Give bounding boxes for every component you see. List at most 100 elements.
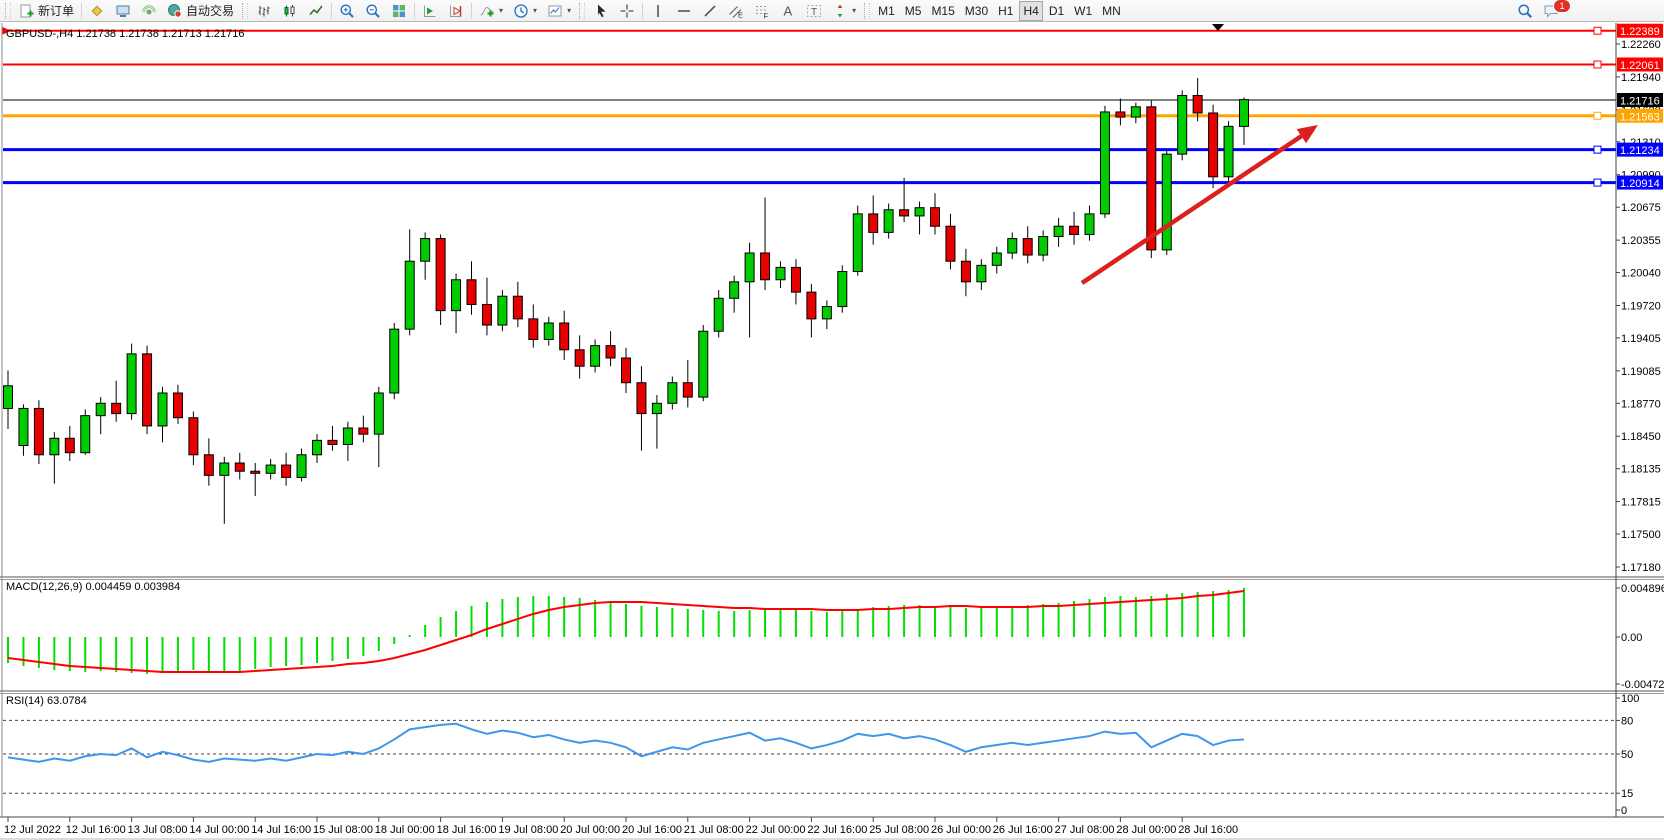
price-tick-label: 1.19085 — [1621, 366, 1661, 378]
price-tick-label: 1.20040 — [1621, 268, 1661, 280]
candle-bullish — [1053, 225, 1064, 238]
time-label: 28 Jul 00:00 — [1116, 824, 1176, 836]
time-label: 21 Jul 08:00 — [684, 824, 744, 836]
templates-button[interactable]: ▾ — [543, 1, 575, 21]
new-order-icon — [20, 4, 34, 17]
time-label: 12 Jul 2022 — [4, 824, 61, 836]
horizontal-lines-layer[interactable] — [2, 26, 1616, 187]
bar-chart-button[interactable] — [252, 1, 276, 21]
fibonacci-button[interactable]: F — [750, 1, 774, 21]
new-order-button[interactable]: 新订单 — [15, 1, 78, 21]
data-window-icon — [116, 5, 130, 17]
time-label: 19 Jul 08:00 — [498, 824, 558, 836]
tile-windows-button[interactable] — [387, 1, 411, 21]
time-label: 25 Jul 08:00 — [869, 824, 929, 836]
trendline-button[interactable] — [698, 1, 722, 21]
zoom-out-button[interactable] — [361, 1, 385, 21]
trend-arrow-head[interactable] — [1296, 125, 1318, 144]
timeframe-d1-button[interactable]: D1 — [1045, 1, 1068, 21]
price-badge-label: 1.21234 — [1620, 145, 1660, 157]
horizontal-line-button[interactable] — [672, 1, 696, 21]
hline-handle[interactable] — [1593, 111, 1602, 120]
auto-scroll-icon — [424, 5, 436, 17]
pane-borders — [0, 23, 1664, 840]
candle-bullish — [852, 213, 863, 273]
time-label: 18 Jul 00:00 — [375, 824, 435, 836]
hline-handle[interactable] — [1593, 60, 1602, 69]
auto-trading-button[interactable]: 自动交易 — [163, 1, 238, 21]
macd-indicator-label: MACD(12,26,9) 0.004459 0.003984 — [6, 581, 180, 593]
candle-bullish — [976, 264, 987, 283]
periods-button[interactable]: ▾ — [509, 1, 541, 21]
cursor-button[interactable] — [589, 1, 613, 21]
toolbar-separator — [331, 2, 333, 19]
zoom-in-icon — [340, 4, 354, 18]
search-button[interactable] — [1513, 1, 1537, 21]
timeframe-w1-button[interactable]: W1 — [1070, 1, 1096, 21]
trend-arrow-line[interactable] — [1080, 134, 1303, 285]
toolbar-grip — [579, 2, 586, 19]
navigator-button[interactable] — [137, 1, 161, 21]
candle-bearish — [1146, 106, 1157, 251]
hline-handle[interactable] — [1593, 145, 1602, 154]
candle-bullish — [296, 454, 307, 478]
candle-bullish — [729, 281, 740, 299]
candle-bearish — [945, 225, 956, 262]
candlestick-chart-button[interactable] — [278, 1, 302, 21]
chart-shift-icon — [450, 5, 462, 17]
candle-bullish — [667, 382, 678, 404]
label-button[interactable]: T — [802, 1, 826, 21]
candle-bearish — [33, 407, 44, 456]
line-chart-button[interactable] — [304, 1, 328, 21]
price-badge-label: 1.21563 — [1620, 111, 1660, 123]
candle-bullish — [404, 260, 415, 330]
candle-bullish — [342, 427, 353, 445]
data-window-button[interactable] — [111, 1, 135, 21]
periods-icon — [514, 3, 528, 18]
candle-bullish — [1130, 106, 1141, 118]
arrows-button[interactable]: ▾ — [828, 1, 860, 21]
candle-bearish — [435, 238, 446, 312]
time-axis[interactable]: 12 Jul 2022 12 Jul 16:00 13 Jul 08:00 14 Ju… — [4, 817, 1238, 836]
chart-svg: 1.222601.219401.216201.213101.209901.206… — [0, 23, 1664, 840]
indicators-button[interactable]: ▾ — [475, 1, 507, 21]
chevron-down-icon: ▾ — [852, 6, 857, 15]
timeframe-m15-button[interactable]: M15 — [927, 1, 958, 21]
hline-handle[interactable] — [1593, 178, 1602, 187]
candle-bearish — [481, 303, 492, 326]
auto-scroll-button[interactable] — [418, 1, 442, 21]
candle-bullish — [18, 407, 29, 447]
equidistant-channel-button[interactable]: E — [724, 1, 748, 21]
candle-bullish — [497, 295, 508, 326]
candle-bullish — [1223, 125, 1234, 178]
hline-left-anchor[interactable] — [2, 26, 11, 35]
timeframe-m30-button[interactable]: M30 — [961, 1, 992, 21]
candle-bearish — [234, 462, 245, 472]
templates-icon — [548, 5, 562, 16]
chevron-down-icon: ▾ — [533, 6, 538, 15]
candle-bullish — [420, 238, 431, 262]
timeframe-h1-button[interactable]: H1 — [994, 1, 1017, 21]
text-button[interactable]: A — [776, 1, 800, 21]
vline-icon — [657, 4, 659, 17]
hline-handle[interactable] — [1593, 26, 1602, 35]
price-scale[interactable]: 1.222601.219401.216201.213101.209901.206… — [1616, 23, 1664, 817]
zoom-in-button[interactable] — [335, 1, 359, 21]
candle-bearish — [188, 417, 199, 456]
macd-pane — [7, 587, 1245, 675]
market-watch-button[interactable] — [85, 1, 109, 21]
timeframe-m1-button[interactable]: M1 — [874, 1, 899, 21]
svg-text:T: T — [811, 7, 817, 18]
chart-shift-button[interactable] — [444, 1, 468, 21]
crosshair-button[interactable] — [615, 1, 639, 21]
price-tick-label: 1.18450 — [1621, 431, 1661, 443]
trend-arrow-annotation[interactable] — [1080, 24, 1318, 285]
timeframe-h4-button[interactable]: H4 — [1019, 0, 1043, 21]
candle-bearish — [636, 382, 647, 415]
candle-bullish — [590, 345, 601, 367]
timeframe-m5-button[interactable]: M5 — [901, 1, 926, 21]
price-badge-1.22389 — [1617, 23, 1663, 38]
vertical-line-button[interactable] — [646, 1, 670, 21]
timeframe-mn-button[interactable]: MN — [1098, 1, 1125, 21]
